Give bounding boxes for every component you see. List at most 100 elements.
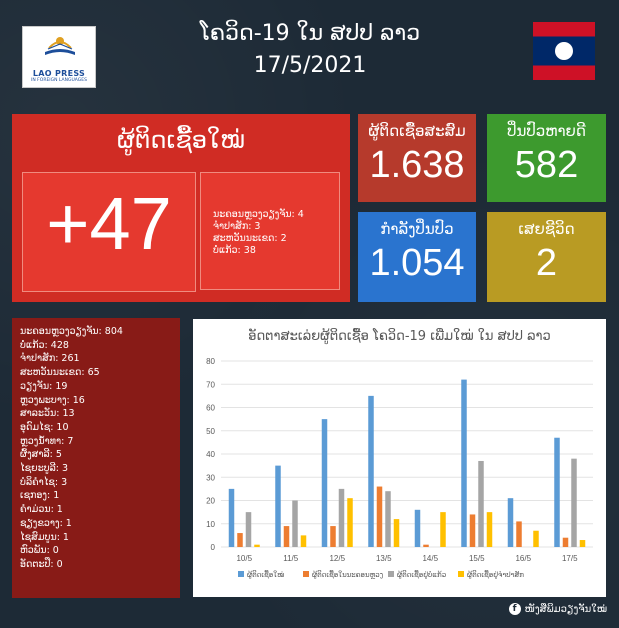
province-item: ຫົວພັນ: 0 bbox=[20, 545, 59, 557]
x-tick-label: 14/5 bbox=[422, 554, 438, 563]
legend-swatch bbox=[303, 571, 309, 577]
province-item: ບໍລິຄຳໄຊ: 3 bbox=[20, 476, 68, 488]
bar-chart: 0 10 20 30 40 50 60 70 80 10/5 11/5 12/5 13/5 14/5 15/… bbox=[206, 357, 593, 579]
new-cases-breakdown: ນະຄອນຫຼວງວຽງຈັນ: 4 ຈຳປາສັກ: 3 ສະຫວັນນະເຂ… bbox=[200, 172, 340, 290]
bar bbox=[283, 526, 290, 547]
chart-panel: ອັດຕາສະເລ່ຍຜູ້ຕິດເຊື້ອ ໂຄວິດ-19 ເພີ່ມໃໝ່… bbox=[193, 319, 606, 597]
bar bbox=[385, 491, 391, 547]
province-item: ຫຼວງພະບາງ: 16 bbox=[20, 394, 85, 406]
province-list: ນະຄອນຫຼວງວຽງຈັນ: 804 ບໍ່ແກ້ວ: 428 ຈຳປາສັ… bbox=[12, 318, 180, 598]
province-item: ຜົ້ງສາລີ: 5 bbox=[20, 449, 62, 461]
x-tick-label: 17/5 bbox=[562, 554, 578, 563]
province-item: ຄຳມ່ວນ: 1 bbox=[20, 504, 63, 516]
new-cases-panel: ຜູ້ຕິດເຊື້ອໃໝ່ +47 ນະຄອນຫຼວງວຽງຈັນ: 4 ຈຳ… bbox=[12, 114, 350, 302]
province-item: ຫຼວງນ້ຳທາ: 7 bbox=[20, 435, 74, 447]
lao-press-logo: LAO PRESS IN FOREIGN LANGUAGES bbox=[22, 26, 96, 88]
y-tick-label: 50 bbox=[206, 427, 215, 436]
bar bbox=[300, 535, 307, 547]
y-tick-label: 70 bbox=[206, 380, 215, 389]
bar bbox=[368, 395, 374, 547]
bar bbox=[414, 509, 421, 547]
x-tick-label: 11/5 bbox=[283, 554, 299, 563]
breakdown-item: ຈຳປາສັກ: 3 bbox=[213, 221, 261, 232]
y-tick-label: 10 bbox=[206, 520, 215, 529]
y-tick-label: 30 bbox=[206, 473, 215, 482]
bar bbox=[440, 512, 446, 547]
bar bbox=[338, 488, 345, 547]
legend-swatch bbox=[458, 571, 464, 577]
deaths-card: ເສຍຊີວິດ 2 bbox=[487, 212, 606, 302]
bar bbox=[478, 460, 484, 547]
laos-flag-icon bbox=[533, 22, 595, 80]
x-tick-label: 16/5 bbox=[515, 554, 531, 563]
x-tick-label: 15/5 bbox=[469, 554, 485, 563]
province-item: ບໍ່ແກ້ວ: 428 bbox=[20, 339, 69, 351]
treating-card: ກຳລັງປິ່ນປົວ 1.054 bbox=[358, 212, 476, 302]
x-tick-label: 13/5 bbox=[376, 554, 392, 563]
y-tick-label: 80 bbox=[206, 357, 215, 366]
facebook-icon: f bbox=[508, 603, 521, 615]
bar bbox=[237, 533, 243, 547]
legend-label: ຜູ້ຕິດເຊື້ອຢູ່ບໍ່ແກ້ວ bbox=[397, 570, 446, 579]
x-tick-label: 12/5 bbox=[329, 554, 345, 563]
new-cases-label: ຜູ້ຕິດເຊື້ອໃໝ່ bbox=[117, 126, 245, 154]
bar bbox=[571, 458, 577, 547]
cumulative-cases-card: ຜູ້ຕິດເຊື້ອສະສົມ 1.638 bbox=[358, 114, 476, 202]
bar bbox=[376, 486, 383, 547]
title-line-1: ໂຄວິດ-19 ໃນ ສປປ ລາວ bbox=[199, 21, 421, 46]
new-cases-value-box: +47 bbox=[22, 172, 196, 292]
treating-value: 1.054 bbox=[369, 242, 465, 284]
province-item: ນະຄອນຫຼວງວຽງຈັນ: 804 bbox=[20, 326, 123, 337]
legend-label: ຜູ້ຕິດເຊື້ອໃໝ່ bbox=[247, 570, 284, 579]
facebook-credit-text: ໜັງສືພິມວຽງຈັນໃໝ່ bbox=[524, 603, 607, 615]
cumulative-value: 1.638 bbox=[369, 144, 465, 186]
bar bbox=[562, 537, 569, 547]
bar bbox=[469, 514, 476, 547]
province-item: ອຸດົມໄຊ: 10 bbox=[20, 421, 69, 433]
bar bbox=[579, 540, 586, 547]
province-item: ເຊກອງ: 1 bbox=[20, 490, 60, 502]
page-title: ໂຄວິດ-19 ໃນ ສປປ ລາວ 17/5/2021 bbox=[120, 18, 500, 82]
logo-subtitle: IN FOREIGN LANGUAGES bbox=[31, 78, 87, 83]
bar bbox=[228, 488, 235, 547]
y-tick-label: 40 bbox=[206, 450, 215, 459]
new-cases-value: +47 bbox=[46, 182, 172, 265]
bar bbox=[347, 498, 353, 547]
province-item: ວຽງຈັນ: 19 bbox=[20, 380, 68, 392]
bar bbox=[486, 512, 493, 547]
bar bbox=[461, 379, 467, 547]
logo-name: LAO PRESS bbox=[32, 69, 86, 78]
deaths-value: 2 bbox=[535, 242, 558, 284]
title-date: 17/5/2021 bbox=[253, 53, 367, 78]
breakdown-item: ສະຫວັນນະເຂດ: 2 bbox=[213, 233, 287, 244]
province-item: ອັດຕະປື: 0 bbox=[20, 558, 63, 570]
legend-swatch bbox=[238, 571, 244, 577]
y-tick-label: 60 bbox=[206, 404, 215, 413]
bar bbox=[516, 521, 522, 547]
recovered-label: ປິ່ນປົວຫາຍດີ bbox=[507, 122, 586, 140]
province-item: ຈຳປາສັກ: 261 bbox=[20, 353, 80, 365]
bar bbox=[554, 437, 560, 547]
breakdown-item: ນະຄອນຫຼວງວຽງຈັນ: 4 bbox=[213, 209, 304, 220]
x-tick-label: 10/5 bbox=[236, 554, 252, 563]
bar bbox=[254, 544, 260, 547]
book-emblem-icon bbox=[45, 37, 75, 55]
chart-title: ອັດຕາສະເລ່ຍຜູ້ຕິດເຊື້ອ ໂຄວິດ-19 ເພີ່ມໃໝ່… bbox=[248, 329, 551, 344]
legend-label: ຜູ້ຕິດເຊື້ອໃນນະຄອນຫຼວງ bbox=[312, 570, 383, 579]
deaths-label: ເສຍຊີວິດ bbox=[518, 220, 575, 238]
province-item: ສາລະວັນ: 13 bbox=[20, 408, 75, 420]
bar bbox=[275, 465, 281, 547]
province-item: ໄຊຍະບູລີ: 3 bbox=[20, 463, 69, 475]
bar bbox=[321, 419, 328, 547]
treating-label: ກຳລັງປິ່ນປົວ bbox=[380, 220, 454, 238]
breakdown-item: ບໍ່ແກ້ວ: 38 bbox=[213, 245, 256, 256]
recovered-value: 582 bbox=[514, 144, 579, 186]
legend-label: ຜູ້ຕິດເຊື້ອຢູ່ຈຳປາສັກ bbox=[467, 570, 524, 579]
cumulative-label: ຜູ້ຕິດເຊື້ອສະສົມ bbox=[368, 122, 466, 140]
bar bbox=[423, 544, 429, 547]
facebook-credit: f ໜັງສືພິມວຽງຈັນໃໝ່ bbox=[508, 603, 607, 615]
province-item: ຊຽງຂວາງ: 1 bbox=[20, 517, 72, 529]
bar bbox=[330, 526, 336, 547]
bar bbox=[533, 530, 539, 547]
